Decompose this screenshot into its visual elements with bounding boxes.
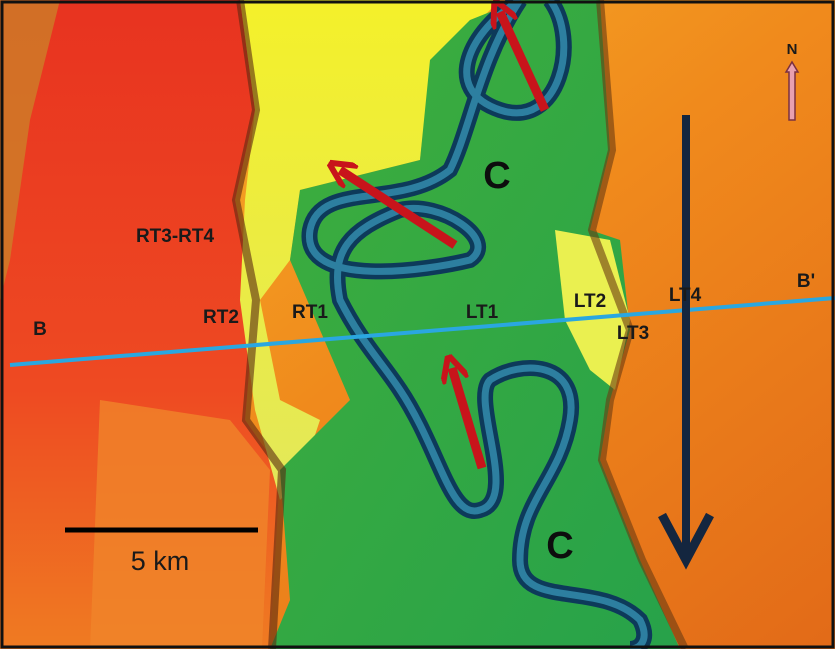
channel-label: C (546, 525, 573, 567)
terrace-label: RT2 (203, 307, 239, 328)
terrace-label: LT2 (574, 291, 606, 312)
map: N 5 km B B' C C RT3-RT4 RT2 RT1 LT1 LT2 … (0, 0, 835, 649)
left-lower-slope (90, 400, 270, 649)
channel-label: C (483, 155, 510, 197)
terrace-label: LT4 (669, 285, 702, 306)
terrain (0, 0, 835, 649)
section-start: B (33, 319, 47, 340)
terrace-label: LT3 (617, 323, 649, 344)
terrace-label: RT1 (292, 302, 328, 323)
north-label: N (787, 41, 798, 58)
terrace-label: LT1 (466, 302, 499, 323)
section-end: B' (797, 271, 815, 292)
scale-label: 5 km (131, 546, 190, 576)
terrace-label: RT3-RT4 (136, 226, 215, 247)
